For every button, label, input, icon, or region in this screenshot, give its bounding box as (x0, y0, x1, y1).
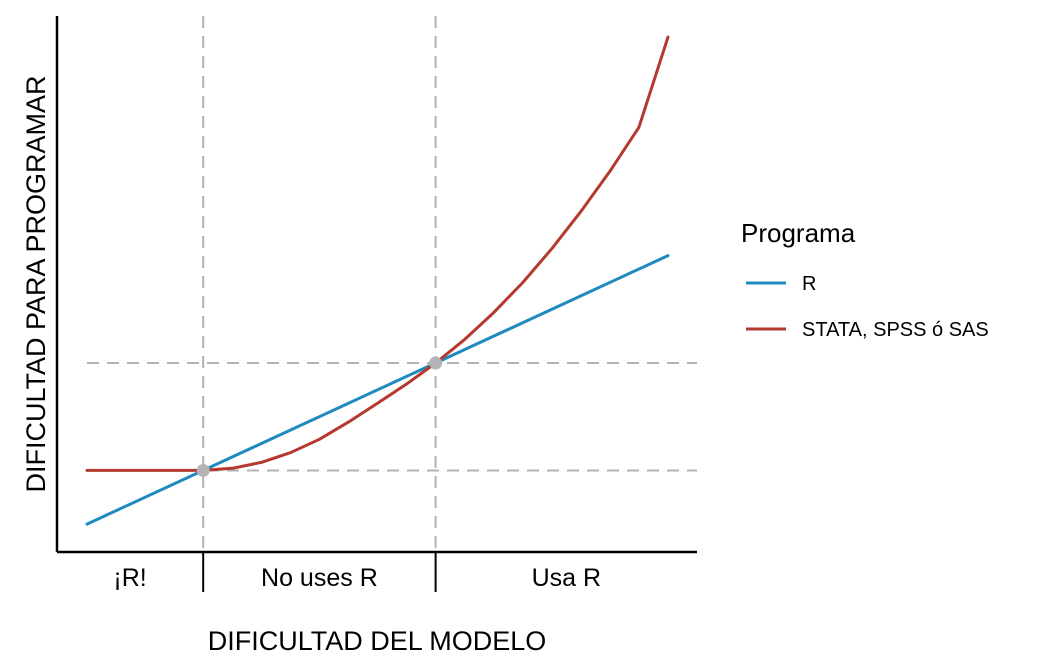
series-lines (85, 35, 670, 526)
legend-title: Programa (741, 218, 856, 248)
intersection-point-1 (196, 463, 210, 477)
x-axis-title: DIFICULTAD DEL MODELO (208, 626, 547, 656)
region-separators (202, 552, 437, 592)
legend-item-stata-spss-sas: STATA, SPSS ó SAS (746, 319, 989, 341)
region-label-1: ¡R! (113, 564, 146, 592)
region-label-3: Usa R (532, 564, 601, 592)
region-label-2: No uses R (261, 564, 378, 592)
legend-label: R (802, 273, 816, 295)
y-axis-title: DIFICULTAD PARA PROGRAMAR (21, 75, 51, 492)
intersection-points (196, 356, 443, 477)
legend-item-r: R (746, 273, 816, 295)
legend: Programa R STATA, SPSS ó SAS (741, 218, 989, 341)
legend-label: STATA, SPSS ó SAS (802, 319, 989, 341)
intersection-point-2 (429, 356, 443, 370)
region-labels: ¡R! No uses R Usa R (113, 564, 601, 592)
series-line-r (85, 254, 670, 526)
series-line-stata-spss-sas (85, 35, 670, 472)
